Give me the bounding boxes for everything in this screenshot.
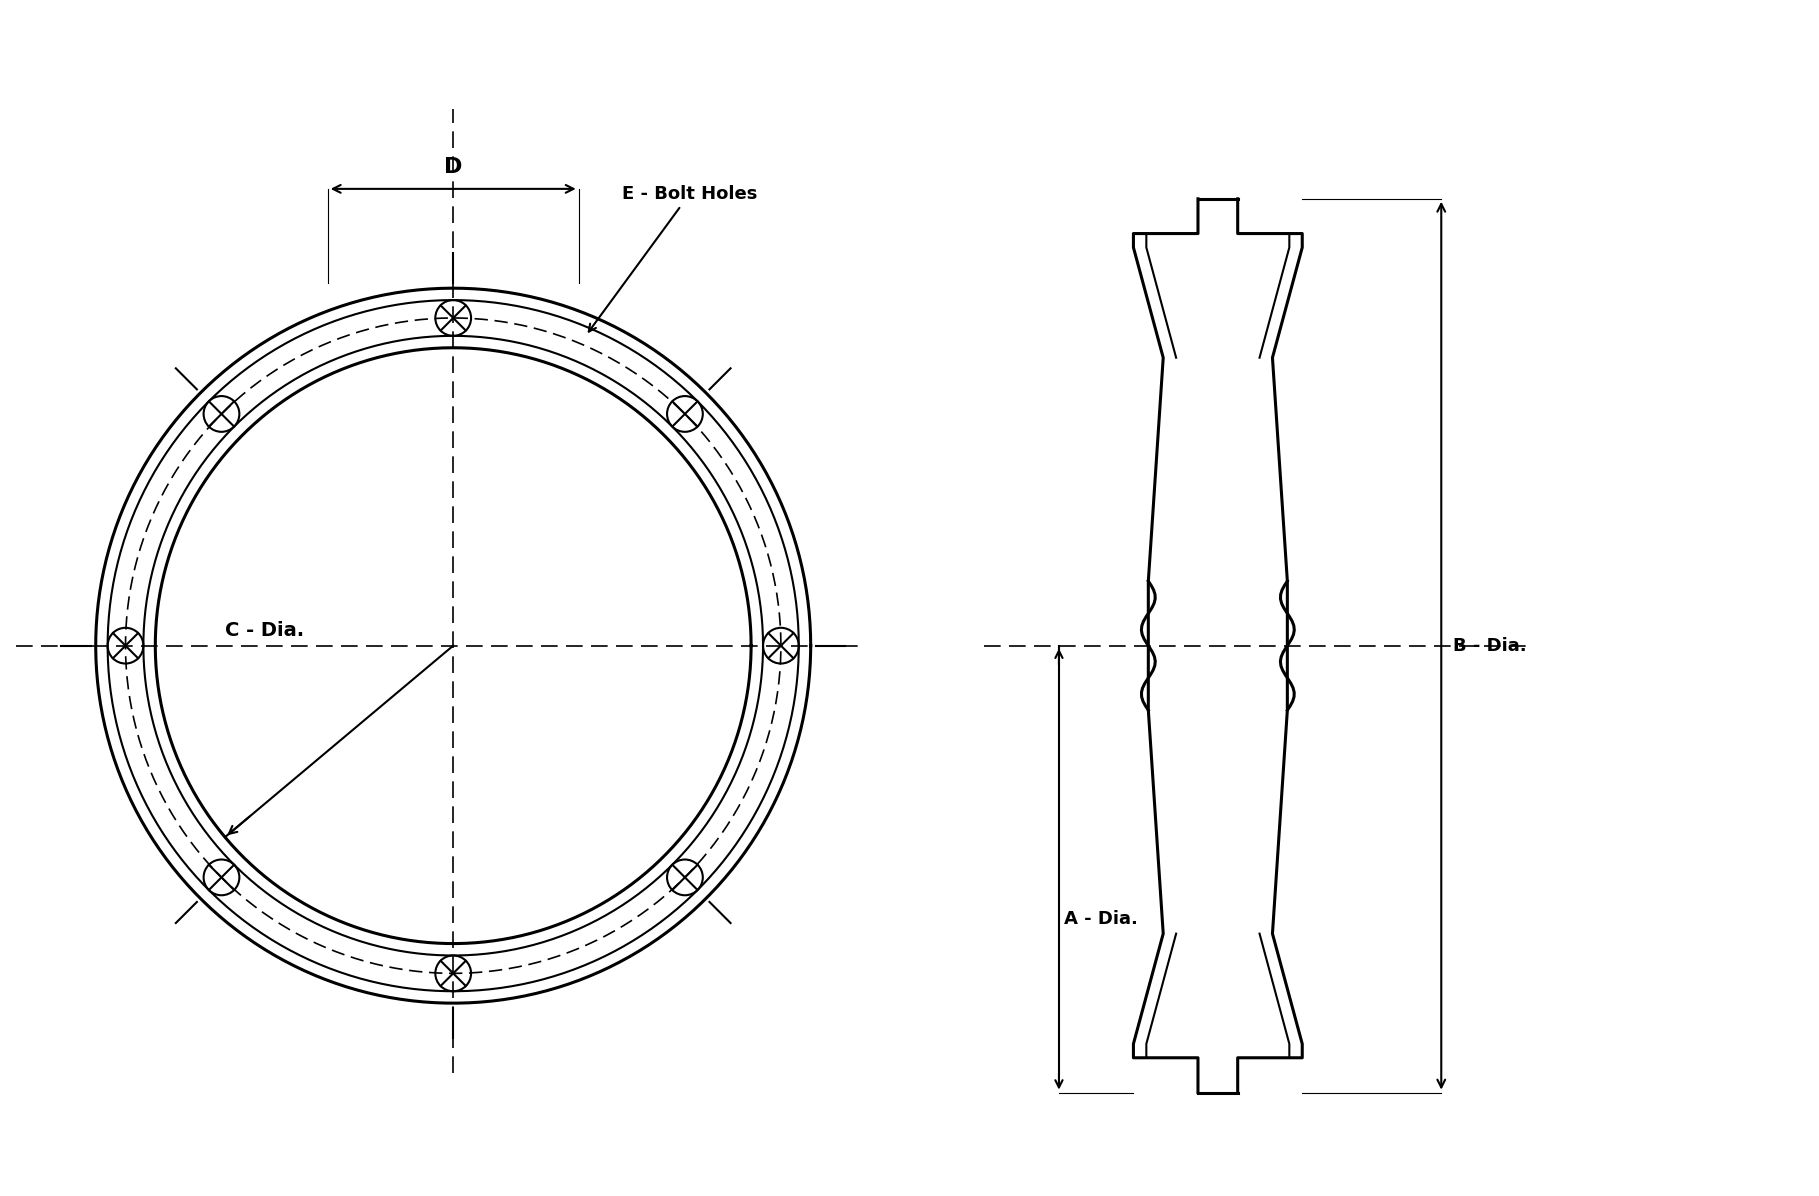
- Text: E - Bolt Holes: E - Bolt Holes: [589, 185, 757, 331]
- Text: A - Dia.: A - Dia.: [1064, 910, 1139, 928]
- Text: D: D: [444, 157, 462, 177]
- Text: C - Dia.: C - Dia.: [226, 621, 304, 640]
- Text: B - Dia.: B - Dia.: [1453, 636, 1526, 654]
